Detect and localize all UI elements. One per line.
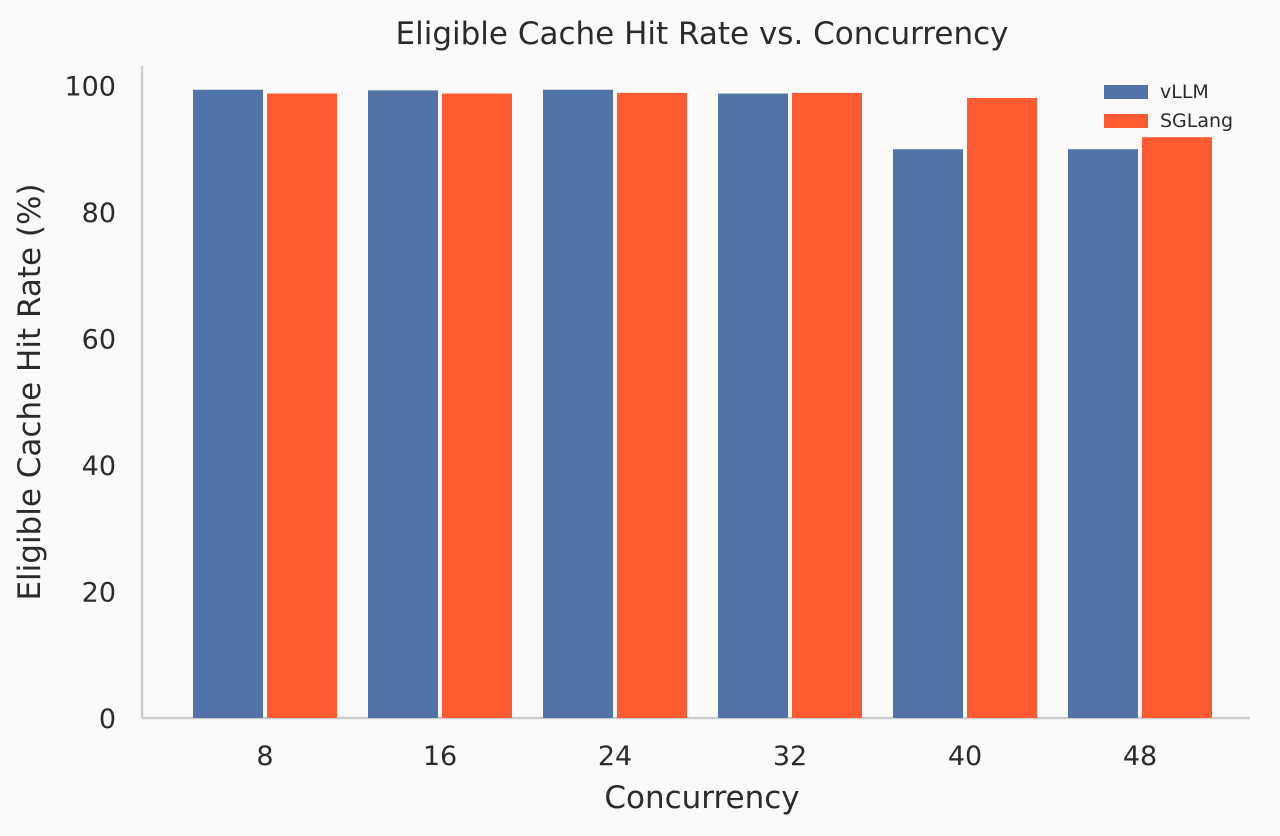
y-tick-label: 0: [99, 704, 116, 735]
legend-swatch-sglang: [1104, 114, 1148, 128]
bar-sglang-48: [1142, 137, 1212, 718]
x-tick-label: 8: [256, 741, 273, 772]
bar-vllm-32: [718, 93, 788, 718]
x-axis-label: Concurrency: [604, 780, 799, 816]
y-tick-label: 80: [82, 198, 116, 229]
bar-vllm-40: [893, 149, 963, 719]
x-tick-label: 32: [773, 741, 807, 772]
bar-vllm-8: [193, 89, 263, 718]
bar-sglang-32: [792, 92, 862, 718]
bar-vllm-48: [1068, 149, 1138, 719]
legend-label-sglang: SGLang: [1160, 110, 1233, 132]
legend-label-vllm: vLLM: [1160, 81, 1209, 103]
bar-vllm-24: [543, 89, 613, 718]
x-tick-label: 16: [423, 741, 457, 772]
y-tick-label: 100: [64, 71, 116, 102]
bar-sglang-8: [267, 93, 337, 718]
y-tick-label: 40: [82, 451, 116, 482]
bar-sglang-24: [617, 92, 687, 718]
x-tick-label: 40: [948, 741, 982, 772]
legend: vLLM SGLang: [1104, 81, 1233, 132]
x-tick-label: 24: [598, 741, 632, 772]
bar-vllm-16: [368, 90, 438, 718]
y-tick-label: 20: [82, 577, 116, 608]
y-tick-label: 60: [82, 324, 116, 355]
legend-swatch-vllm: [1104, 85, 1148, 99]
chart-title: Eligible Cache Hit Rate vs. Concurrency: [396, 16, 1009, 52]
plot-area: 0 20 40 60 80 100 8 16 24 32 40 48: [64, 66, 1250, 772]
y-axis-label: Eligible Cache Hit Rate (%): [12, 183, 48, 600]
bar-sglang-40: [967, 97, 1037, 718]
x-tick-label: 48: [1123, 741, 1157, 772]
bar-sglang-16: [442, 93, 512, 718]
